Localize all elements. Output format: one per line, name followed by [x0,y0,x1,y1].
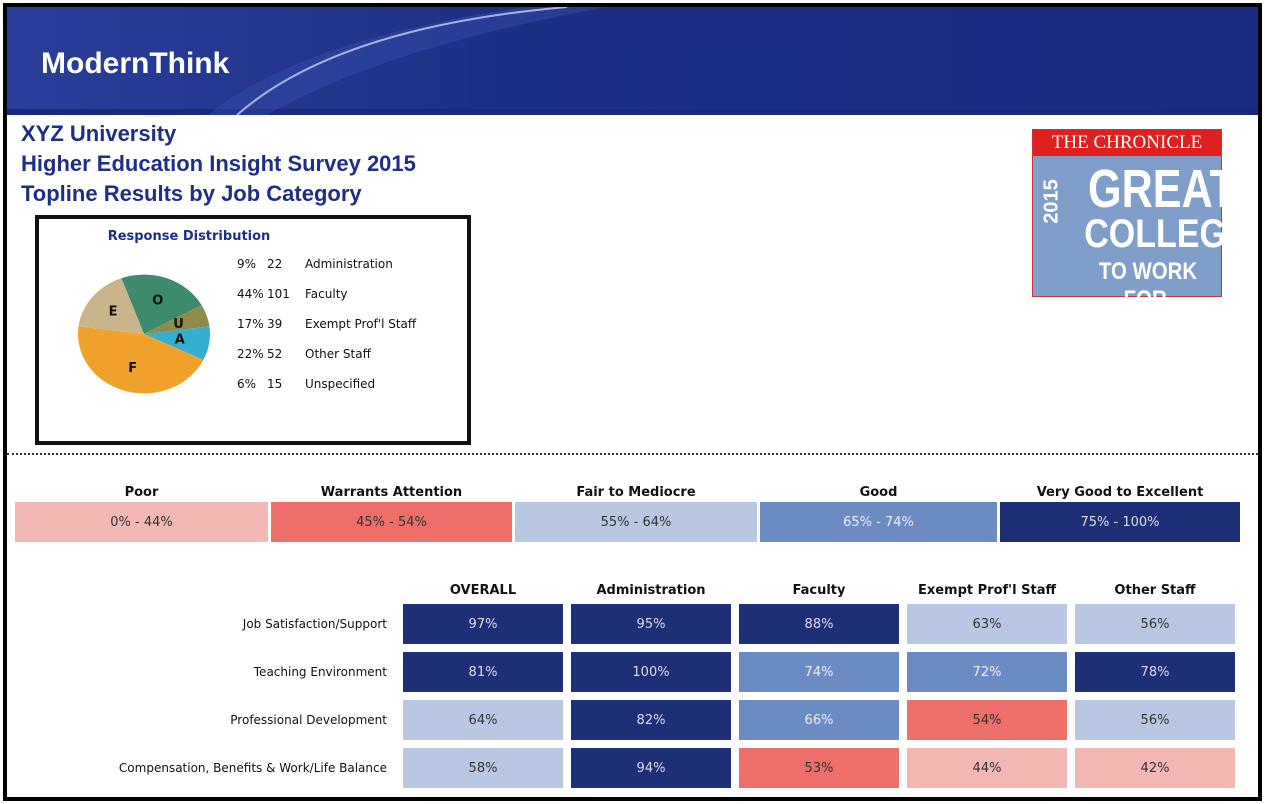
title-line: XYZ University [21,121,177,146]
title-line: Topline Results by Job Category [21,181,362,206]
badge-line: COLLEGES [1084,212,1262,256]
badge-year: 2015 [1040,179,1063,224]
table-cell: 42% [1075,748,1235,788]
legend-label: Exempt Prof'l Staff [305,317,417,331]
title-line: Higher Education Insight Survey 2015 [21,151,416,176]
table-cell: 82% [571,700,731,740]
legend-count: 22 [267,257,283,271]
scale-bar: 75% - 100% [1000,502,1240,542]
table-cell: 63% [907,604,1067,644]
pie-slice [144,326,210,360]
column-header: Exempt Prof'l Staff [917,583,1057,598]
row-label: Compensation, Benefits & Work/Life Balan… [118,761,387,775]
table-cell: 58% [403,748,563,788]
scale-name: Poor [124,485,159,500]
column-header: Administration [596,583,706,598]
slice-letter: F [128,361,137,376]
legend-count: 101 [267,287,290,301]
report: ModernThink THE CHRONICLE 2015 GREAT COLL… [3,3,1262,801]
row-label: Teaching Environment [253,665,387,679]
slice-letter: A [175,332,185,347]
header-bar: ModernThink [7,7,1258,115]
scale-name: Very Good to Excellent [1036,485,1204,500]
badge-line: TO WORK FOR. [1098,258,1198,313]
logo: ModernThink [41,47,230,80]
legend-label: Other Staff [305,347,371,361]
scale-name: Fair to Mediocre [576,485,696,500]
badge: THE CHRONICLE 2015 GREAT COLLEGES TO WORK … [1032,129,1262,313]
header-swoosh [207,7,607,115]
pie-slice [78,326,204,394]
table-cell: 100% [571,652,731,692]
pie-slice [144,304,210,334]
scale-bar: 0% - 44% [15,502,268,542]
column-header: Faculty [792,583,846,598]
badge-top: THE CHRONICLE [1033,130,1221,156]
table-cell: 97% [403,604,563,644]
legend-percent: 17% [237,317,264,331]
table-cell: 81% [403,652,563,692]
table-cell: 94% [571,748,731,788]
table-cell: 44% [907,748,1067,788]
badge-line: GREAT [1088,159,1236,219]
legend-count: 15 [267,377,283,391]
row-label: Professional Development [230,713,387,727]
legend-percent: 9% [237,257,257,271]
table-cell: 54% [907,700,1067,740]
table-cell: 56% [1075,700,1235,740]
slice-letter: O [152,294,163,309]
pie-slice [78,278,144,334]
table-cell: 72% [907,652,1067,692]
legend-percent: 22% [237,347,264,361]
scale-name: Warrants Attention [320,485,463,500]
table-cell: 64% [403,700,563,740]
scale-bar: 55% - 64% [515,502,757,542]
legend-label: Administration [305,257,393,271]
distribution-title: Response Distribution [107,229,271,244]
legend-percent: 6% [237,377,257,391]
pie-chart: OUA F E [78,274,210,394]
table-cell: 56% [1075,604,1235,644]
legend-label: Unspecified [305,377,376,391]
pie-slice [121,274,202,334]
divider [7,453,1258,455]
table-cell: 66% [739,700,899,740]
scale-bar: 45% - 54% [271,502,512,542]
legend-count: 52 [267,347,283,361]
slice-letter: E [109,305,118,320]
slice-letter: U [173,317,184,332]
legend-label: Faculty [305,287,348,301]
table-cell: 88% [739,604,899,644]
legend-count: 39 [267,317,283,331]
table-cell: 53% [739,748,899,788]
table-cell: 74% [739,652,899,692]
scale-bar: 65% - 74% [760,502,997,542]
row-label: Job Satisfaction/Support [242,617,387,631]
legend-percent: 44% [237,287,264,301]
column-header: Other Staff [1114,583,1196,598]
column-header: OVERALL [449,583,517,598]
scale-name: Good [859,485,898,500]
table-cell: 78% [1075,652,1235,692]
table-cell: 95% [571,604,731,644]
